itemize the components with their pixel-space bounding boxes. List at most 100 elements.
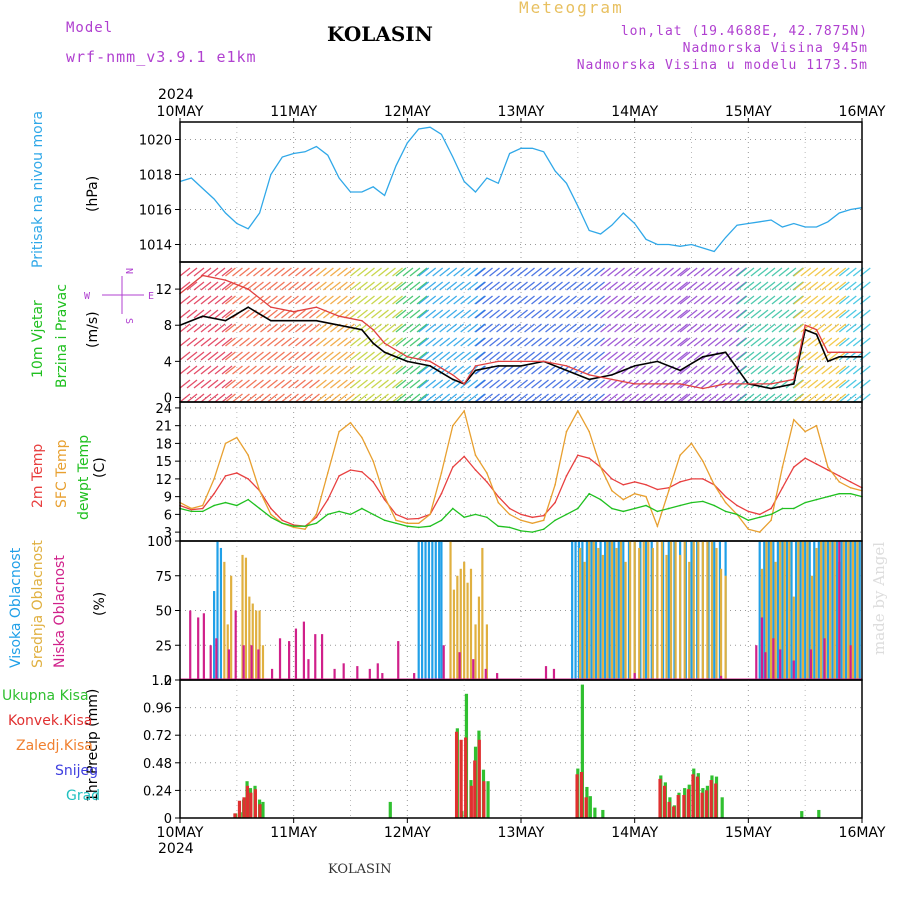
wind-barb — [838, 393, 850, 403]
cloud_low-bar — [227, 649, 230, 680]
wind-barb — [295, 295, 306, 305]
precip_conv-bar — [686, 789, 691, 818]
wind-barb — [743, 365, 755, 375]
y-tick-label: 0.48 — [143, 757, 172, 772]
wind-barb — [225, 295, 236, 305]
wind-barb — [628, 309, 639, 319]
dewpoint-point — [565, 513, 568, 516]
wind-barb — [371, 351, 382, 361]
wind-barb — [845, 281, 857, 291]
temp_sfc-point — [201, 504, 204, 507]
wind-barb — [336, 379, 348, 389]
wind-barb — [743, 295, 755, 305]
precip_conv-bar — [249, 792, 253, 818]
wind-barb — [207, 267, 219, 277]
wind-barb — [315, 393, 327, 403]
wind-barb — [714, 323, 726, 333]
wind-barb — [750, 393, 762, 403]
wind-barb — [670, 295, 681, 305]
wind-barb — [253, 393, 264, 403]
wind-barb — [728, 295, 740, 305]
wind_gust-point — [338, 315, 340, 317]
wind-barb — [193, 295, 205, 305]
wind-barb — [489, 281, 500, 291]
wind-barb — [580, 351, 591, 361]
wind-barb — [274, 323, 285, 333]
cloud_mid-bar — [824, 541, 827, 680]
cloud_low-bar — [215, 638, 218, 680]
wind-barb — [336, 267, 348, 277]
wind-barb — [607, 351, 618, 361]
wind-barb — [200, 295, 212, 305]
cloud_mid-bar — [619, 541, 623, 680]
pressure-line — [179, 126, 863, 253]
wind-barb — [686, 365, 698, 375]
dewpoint-point — [281, 522, 284, 525]
temp_sfc-point — [690, 442, 693, 445]
wind-barb — [200, 281, 212, 291]
wind-barb — [432, 337, 444, 347]
wind-barb — [378, 365, 389, 375]
wind-barb — [214, 323, 226, 333]
wind-barb — [677, 393, 688, 403]
cloud_mid-bar — [459, 568, 462, 680]
wind_speed-point — [338, 324, 340, 327]
wind-barb — [425, 323, 437, 333]
wind-barb — [635, 365, 646, 375]
wind-barb — [821, 295, 833, 305]
wind-barb — [239, 379, 250, 389]
wind-barb — [281, 337, 292, 347]
cloud_mid-bar — [806, 541, 809, 680]
wind-barb — [402, 323, 414, 333]
wind-barb — [594, 337, 605, 347]
wind-side-label-1: 10m Vjetar — [30, 300, 46, 378]
wind_speed-point — [520, 365, 522, 367]
cloud_mid-bar — [261, 645, 265, 680]
wind-barb — [686, 337, 698, 347]
cloud_low-bar — [760, 617, 764, 680]
wind_gust-point — [474, 365, 477, 367]
cloud_mid-bar — [474, 624, 477, 680]
cloud_mid-bar — [660, 541, 664, 680]
wind-barb — [764, 309, 776, 319]
wind-barb — [232, 365, 243, 375]
wind-barb — [322, 309, 334, 319]
wind-barb — [778, 309, 790, 319]
wind-barb — [221, 267, 233, 277]
precip_conv-bar — [469, 785, 473, 818]
wind-barb — [559, 337, 570, 347]
y-tick-label: 12 — [155, 283, 172, 298]
wind-barb — [750, 323, 762, 333]
wind-barb — [253, 267, 264, 277]
dewpoint-point — [804, 501, 806, 504]
wind-barb — [845, 267, 857, 277]
cloud_high-bar — [661, 541, 665, 680]
cloud_mid-bar — [258, 610, 261, 680]
wind-barb — [309, 351, 320, 361]
wind-barb — [743, 351, 755, 361]
cloud_low-bar — [288, 641, 291, 680]
wind-barb — [309, 379, 320, 389]
precip_total-bar — [580, 684, 584, 818]
wind-barb — [531, 323, 542, 333]
pressure-unit-label: (hPa) — [85, 176, 101, 212]
wind-barb — [721, 281, 733, 291]
wind-barb — [580, 309, 591, 319]
wind-barb — [778, 267, 790, 277]
y-tick-label: 24 — [155, 402, 172, 417]
temp_sfc-point — [440, 472, 443, 474]
wind-barb — [246, 393, 257, 403]
wind-barb — [594, 379, 605, 389]
wind-barb — [482, 337, 493, 347]
temp-side-label-3: dewpt Temp — [76, 435, 92, 520]
wind-barb — [656, 393, 667, 403]
wind-barb — [531, 379, 542, 389]
wind-barb — [531, 351, 542, 361]
wind-barb — [221, 295, 233, 305]
cloud_mid-bar — [774, 561, 777, 680]
temp_2m-point — [417, 517, 420, 520]
dewpoint-point — [713, 504, 716, 507]
wind-barb — [350, 267, 361, 277]
wind-barb — [642, 281, 653, 291]
wind-barb — [600, 393, 611, 403]
